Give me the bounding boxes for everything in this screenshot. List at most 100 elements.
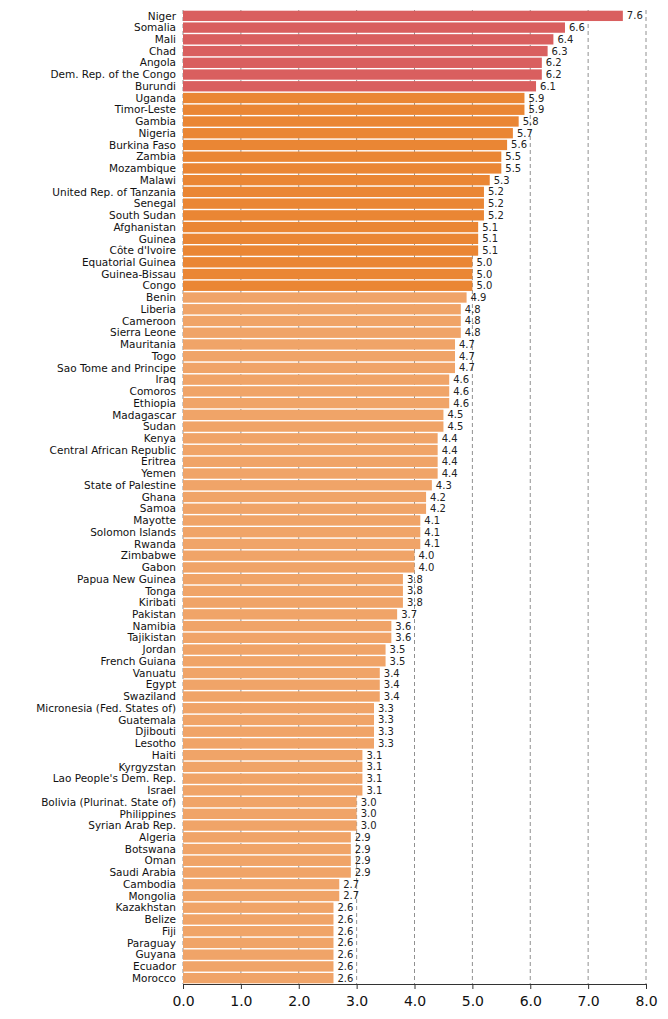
tick-mark xyxy=(472,984,473,989)
grid xyxy=(183,10,646,984)
bar xyxy=(183,785,362,795)
bar xyxy=(183,515,420,525)
axis-line xyxy=(184,985,647,990)
data-label: 6.6 xyxy=(569,22,585,33)
bar xyxy=(183,856,351,866)
tick-label: 4.0 xyxy=(404,993,426,1009)
category-label: Syrian Arab Rep. xyxy=(88,819,176,831)
bar xyxy=(183,363,455,373)
tick-label: 5.0 xyxy=(462,993,484,1009)
category-label: Swaziland xyxy=(123,690,176,702)
bar xyxy=(183,386,449,396)
bar xyxy=(183,938,333,948)
category-label: French Guiana xyxy=(101,655,176,667)
bar xyxy=(183,633,391,643)
bar xyxy=(183,562,415,572)
category-label: Saudi Arabia xyxy=(109,866,176,878)
tick-mark xyxy=(299,984,300,989)
category-label: Lesotho xyxy=(135,737,176,749)
category-label: Ecuador xyxy=(133,960,177,972)
data-label: 4.7 xyxy=(459,362,475,373)
data-label: 5.5 xyxy=(505,163,521,174)
tick-label: 7.0 xyxy=(577,993,599,1009)
tick: 3.0 xyxy=(346,984,368,1009)
data-label: 4.2 xyxy=(430,503,446,514)
bar xyxy=(183,339,455,349)
category-label: Jordan xyxy=(142,643,176,655)
category-label: State of Palestine xyxy=(84,479,176,491)
data-label: 5.2 xyxy=(488,210,504,221)
category-label: Haiti xyxy=(152,749,176,761)
bar xyxy=(183,234,478,244)
data-label: 4.2 xyxy=(430,492,446,503)
bar xyxy=(183,961,333,971)
data-label: 2.6 xyxy=(337,914,353,925)
bar xyxy=(183,797,357,807)
category-label: Rwanda xyxy=(134,538,176,550)
bar xyxy=(183,11,623,21)
category-label: Guatemala xyxy=(118,714,176,726)
category-label: Burundi xyxy=(135,80,176,92)
bar xyxy=(183,116,519,126)
tick-mark xyxy=(183,984,184,989)
data-label: 4.6 xyxy=(453,398,469,409)
category-label: Mali xyxy=(155,33,176,45)
data-label: 3.7 xyxy=(401,609,417,620)
grid-line xyxy=(530,10,531,984)
category-label: Malawi xyxy=(140,174,176,186)
data-label: 3.3 xyxy=(378,726,394,737)
data-label: 4.8 xyxy=(465,315,481,326)
bar xyxy=(183,58,542,68)
bar xyxy=(183,656,386,666)
category-label: Congo xyxy=(143,279,177,291)
data-label: 4.4 xyxy=(442,433,458,444)
category-label: Cameroon xyxy=(122,315,176,327)
category-label: Mozambique xyxy=(109,162,176,174)
tick-label: 6.0 xyxy=(520,993,542,1009)
bar xyxy=(183,715,374,725)
category-label: Mayotte xyxy=(133,514,176,526)
bar xyxy=(183,903,333,913)
category-label: Equatorial Guinea xyxy=(82,256,176,268)
bar xyxy=(183,105,524,115)
data-label: 3.3 xyxy=(378,703,394,714)
category-label: Mauritania xyxy=(120,338,176,350)
bar xyxy=(183,703,374,713)
data-label: 5.0 xyxy=(476,269,492,280)
data-label: 3.1 xyxy=(366,773,382,784)
bar xyxy=(183,34,553,44)
category-label: Mongolia xyxy=(129,890,177,902)
tick-mark xyxy=(530,984,531,989)
tick: 4.0 xyxy=(404,984,426,1009)
tick-label: 3.0 xyxy=(346,993,368,1009)
tick-mark xyxy=(646,984,647,989)
category-label: Niger xyxy=(148,10,177,22)
data-labels: 7.66.66.46.36.26.26.15.95.95.85.75.65.55… xyxy=(337,10,642,983)
tick: 5.0 xyxy=(462,984,484,1009)
bar xyxy=(183,879,339,889)
data-label: 5.7 xyxy=(517,128,533,139)
tick: 0.0 xyxy=(172,984,194,1009)
data-label: 7.6 xyxy=(627,10,643,21)
category-label: Bolivia (Plurinat. State of) xyxy=(41,796,176,808)
tick-mark xyxy=(415,984,416,989)
data-label: 5.2 xyxy=(488,186,504,197)
bar xyxy=(183,398,449,408)
data-label: 6.2 xyxy=(546,57,562,68)
bar xyxy=(183,292,467,302)
category-label: Vanuatu xyxy=(133,667,176,679)
category-label: Samoa xyxy=(140,502,176,514)
category-label: Lao People's Dem. Rep. xyxy=(53,772,176,784)
data-label: 4.5 xyxy=(447,409,463,420)
category-label: Kazakhstan xyxy=(116,901,177,913)
data-label: 4.5 xyxy=(447,421,463,432)
category-label: Benin xyxy=(146,291,176,303)
category-label: Angola xyxy=(140,56,176,68)
bar xyxy=(183,949,333,959)
category-label: Belize xyxy=(145,913,176,925)
data-label: 5.2 xyxy=(488,198,504,209)
data-label: 5.8 xyxy=(523,116,539,127)
category-label: Kiribati xyxy=(139,596,176,608)
bar xyxy=(183,621,391,631)
category-label: Dem. Rep. of the Congo xyxy=(50,68,176,80)
